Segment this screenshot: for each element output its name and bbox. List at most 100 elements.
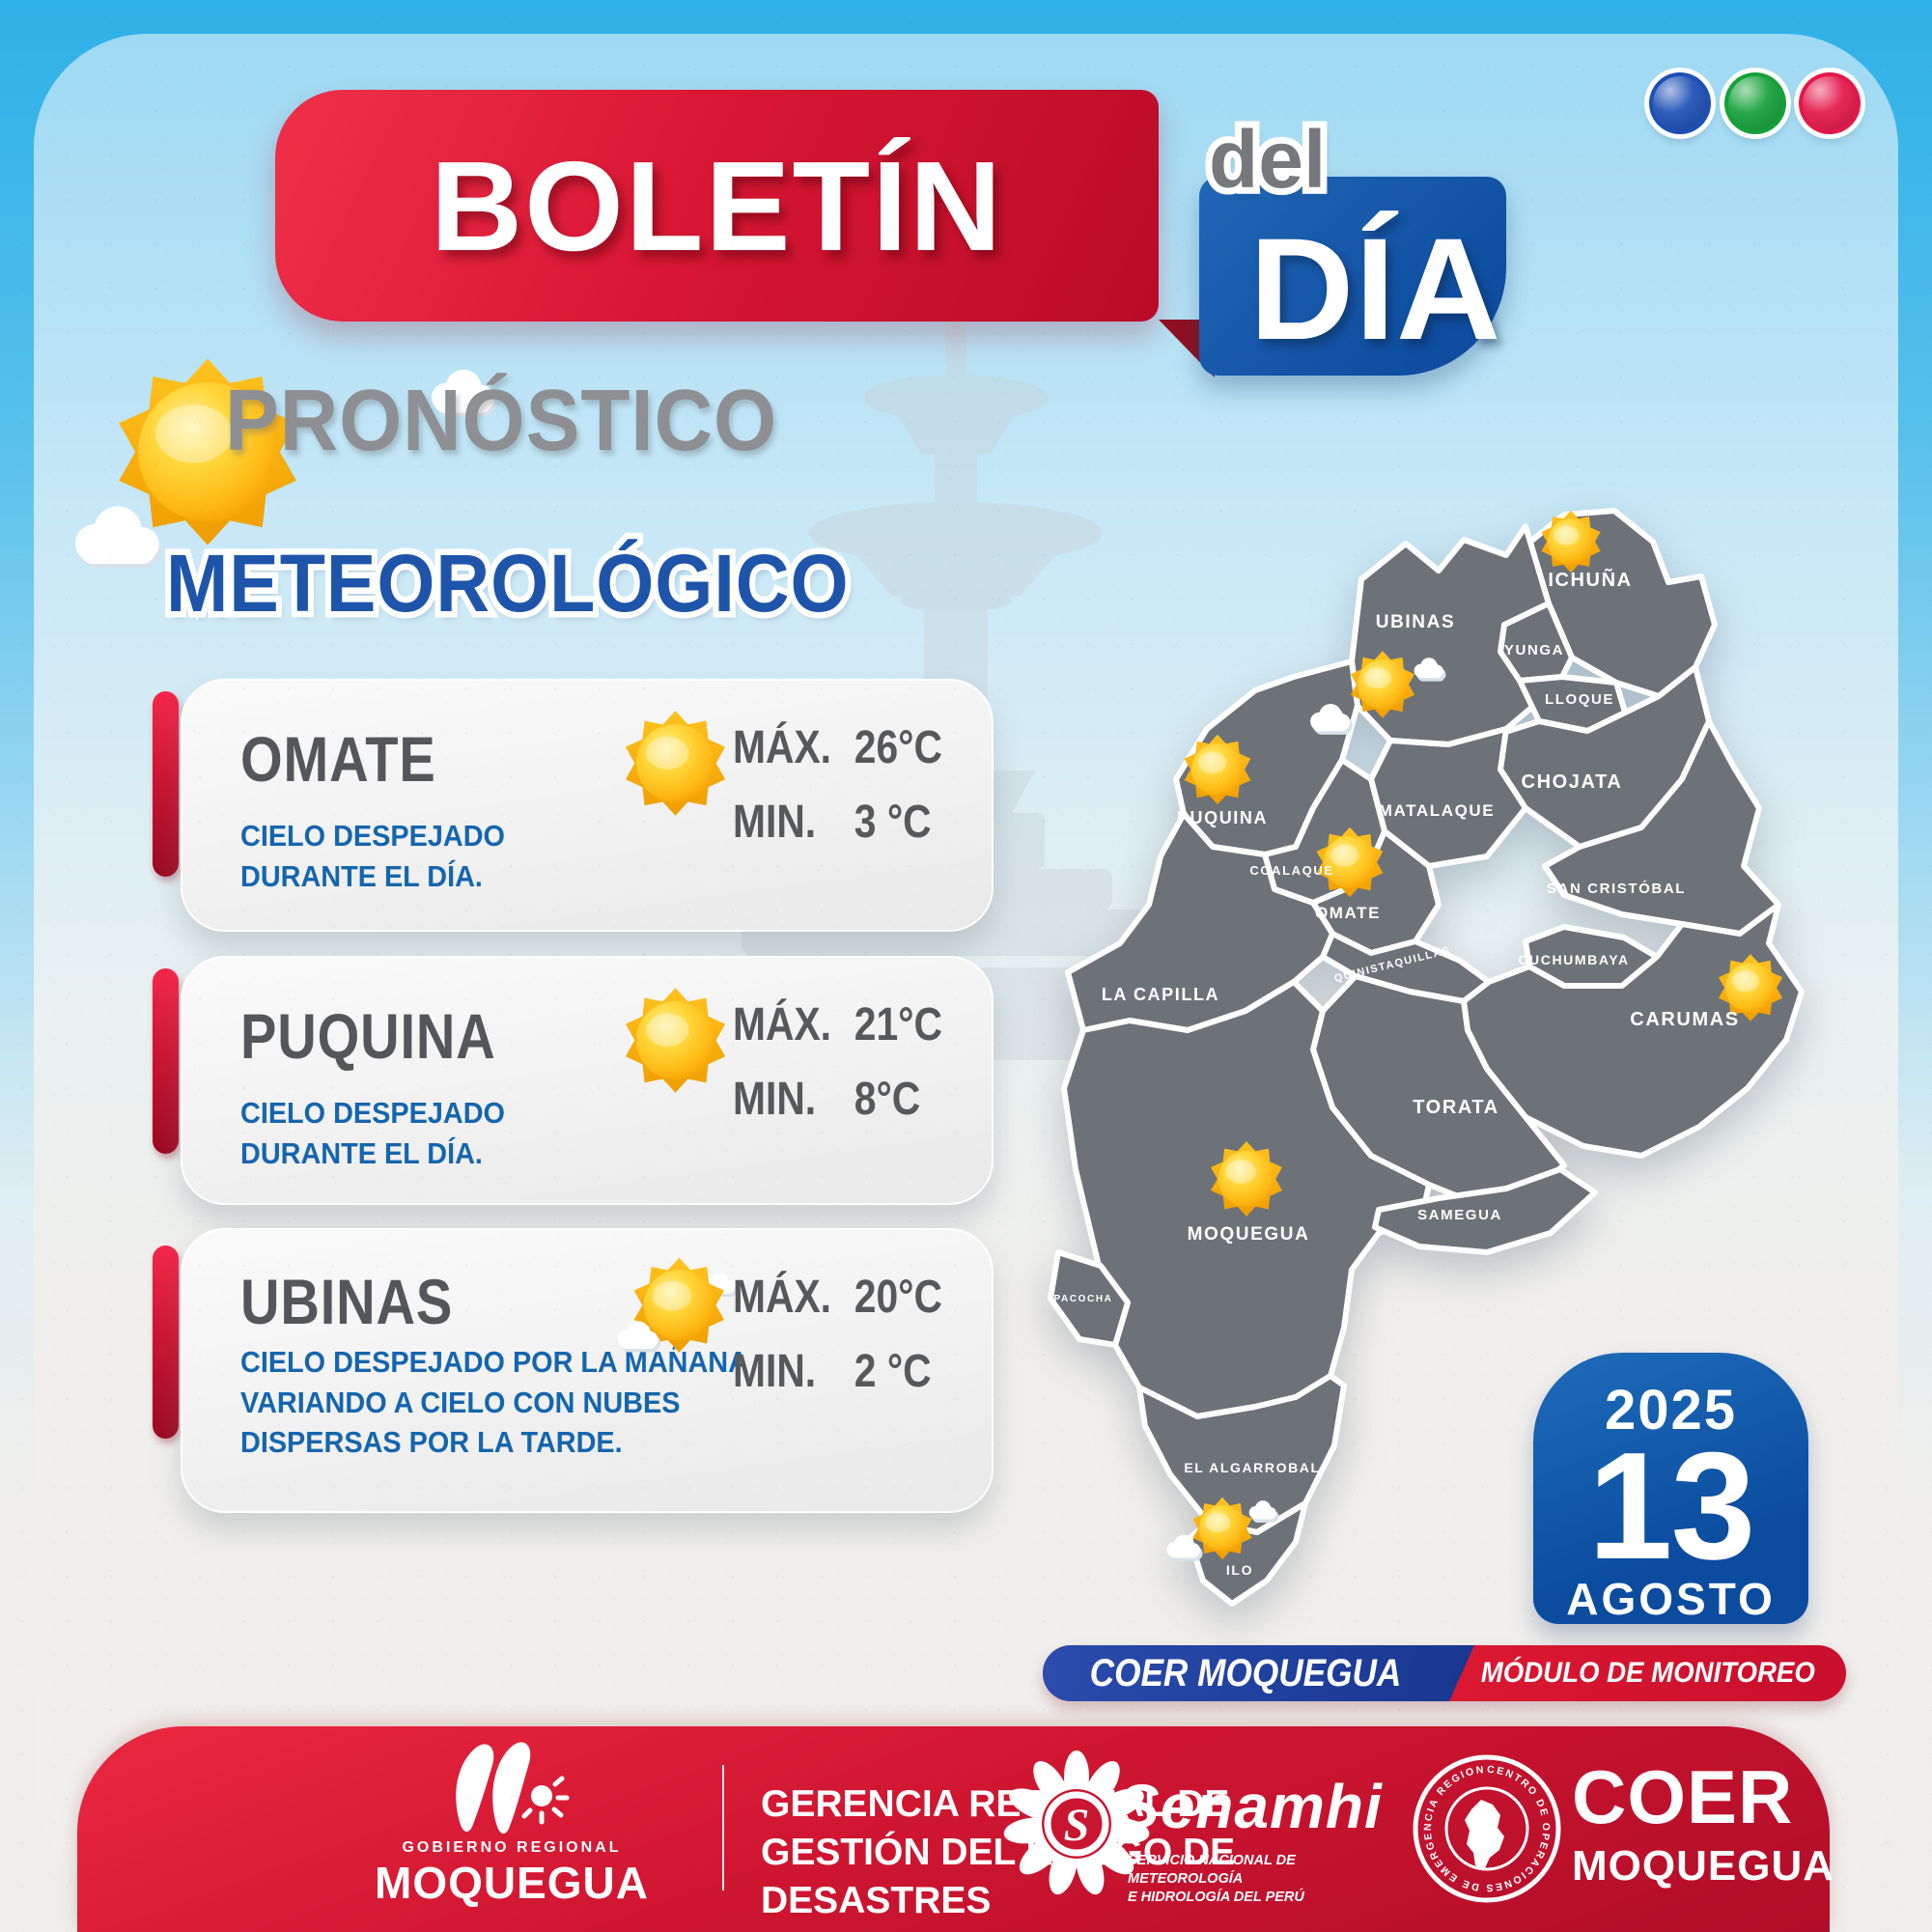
district-san-cristobal	[1542, 718, 1781, 937]
forecast-card-omate: OMATE CIELO DESPEJADO DURANTE EL DÍA. MÁ…	[181, 679, 994, 932]
date-day: 13	[1587, 1421, 1756, 1591]
moquegua-region-map: ICHUÑA UBINAS YUNGA LLOQUE CHOJATA MATALAQUE P…	[1048, 508, 1805, 1607]
card-description: CIELO DESPEJADO POR LA MAÑANA VARIANDO A…	[240, 1345, 747, 1460]
min-value: 8°C	[854, 1074, 921, 1125]
district-label: PUQUINA	[1177, 808, 1268, 827]
cloud-icon	[1166, 1534, 1203, 1561]
sun-icon	[1718, 954, 1783, 1022]
district-label: TORATA	[1413, 1097, 1499, 1118]
footer-band: GOBIERNO REGIONAL MOQUEGUA GERENCIA REGI…	[77, 1726, 1834, 1932]
svg-text:S: S	[1064, 1800, 1090, 1851]
district-label: COALAQUE	[1249, 863, 1333, 878]
min-label: MIN.	[733, 1074, 817, 1125]
card-accent-bar	[153, 968, 179, 1154]
sun-icon	[1211, 1141, 1282, 1217]
date-badge: 2025 13 AGOSTO	[1533, 1353, 1808, 1624]
min-label: MIN.	[733, 1346, 817, 1397]
district-label: YUNGA	[1504, 642, 1564, 658]
section-sun-icon	[75, 358, 497, 568]
weather-icon	[625, 711, 726, 816]
blue-dot-icon	[1649, 72, 1711, 134]
district-carumas	[1461, 902, 1805, 1159]
max-value: 20°C	[854, 1272, 942, 1323]
ribbon-module-label: MÓDULO DE MONITOREO Y ANÁLISIS	[1480, 1657, 1815, 1689]
ribbon-blue-segment	[1043, 1645, 1474, 1701]
max-label: MÁX.	[733, 999, 831, 1050]
senamhi-flower-icon: S	[1003, 1750, 1150, 1895]
coer-name: COER	[1572, 1754, 1794, 1839]
section-title-line1: PRONÓSTICO	[225, 373, 777, 469]
bulletin-title: BOLETÍN	[430, 134, 1004, 277]
min-label: MIN.	[733, 797, 817, 848]
cloud-icon	[432, 369, 497, 416]
district-label: ILO	[1226, 1562, 1253, 1578]
section-title-line2: METEOROLÓGICO	[166, 537, 849, 630]
coer-sub: MOQUEGUA	[1572, 1842, 1834, 1890]
cloud-icon	[1414, 658, 1446, 682]
gore-top-label: GOBIERNO REGIONAL	[402, 1839, 622, 1856]
forecast-card-ubinas: UBINAS CIELO DESPEJADO POR LA MAÑANA VAR…	[181, 1228, 994, 1513]
district-label: MATALAQUE	[1379, 801, 1495, 820]
date-month: AGOSTO	[1566, 1573, 1776, 1624]
district-label: LLOQUE	[1545, 691, 1614, 708]
senamhi-logo: S Senamhi SERVICIO NACIONAL DE METEOROLO…	[1003, 1744, 1410, 1918]
district-shapes	[1048, 508, 1805, 1607]
senamhi-name: Senamhi	[1118, 1772, 1383, 1841]
card-temperatures: MÁX. 20°C MIN. 2 °C	[733, 1271, 942, 1398]
district-label: EL ALGARROBAL	[1184, 1460, 1320, 1475]
card-description: CIELO DESPEJADO DURANTE EL DÍA.	[240, 1096, 505, 1170]
card-description: CIELO DESPEJADO DURANTE EL DÍA.	[240, 819, 505, 893]
card-city: OMATE	[240, 723, 436, 795]
senamhi-tagline-1: SERVICIO NACIONAL DE METEOROLOGÍA	[1128, 1853, 1296, 1887]
district-label: UBINAS	[1376, 612, 1455, 632]
coer-seal-icon: CENTRO DE OPERACIONES DE EMERGENCIA REGI…	[1405, 1743, 1561, 1903]
map-labels-and-icons: ICHUÑA UBINAS YUNGA LLOQUE CHOJATA MATALAQUE P…	[1053, 510, 1783, 1578]
weather-icon	[617, 1257, 738, 1353]
min-value: 3 °C	[854, 797, 932, 848]
min-value: 2 °C	[854, 1346, 932, 1397]
date-year: 2025	[1604, 1379, 1738, 1442]
district-label: SAMEGUA	[1417, 1207, 1502, 1223]
sun-icon	[1316, 826, 1384, 898]
title-banner: BOLETÍN	[275, 90, 1159, 322]
district-pacocha	[1048, 1249, 1131, 1348]
forecast-card-puquina: PUQUINA CIELO DESPEJADO DURANTE EL DÍA. …	[181, 956, 994, 1205]
card-temperatures: MÁX. 21°C MIN. 8°C	[733, 998, 942, 1126]
cloud-icon	[1248, 1500, 1279, 1523]
gore-moquegua-logo: GOBIERNO REGIONAL MOQUEGUA	[338, 1740, 686, 1909]
sun-icon	[1541, 510, 1601, 574]
district-label: ICHUÑA	[1548, 569, 1632, 591]
district-label: MOQUEGUA	[1188, 1224, 1310, 1245]
coer-logo: CENTRO DE OPERACIONES DE EMERGENCIA REGI…	[1405, 1743, 1834, 1917]
card-temperatures: MÁX. 26°C MIN. 3 °C	[733, 721, 942, 849]
max-value: 26°C	[854, 722, 942, 773]
senamhi-tagline-2: E HIDROLOGÍA DEL PERÚ	[1128, 1889, 1304, 1905]
district-label: PACOCHA	[1053, 1294, 1112, 1304]
sun-icon	[1184, 734, 1251, 805]
cloud-icon	[1310, 704, 1353, 735]
district-label: CUCHUMBAYA	[1518, 952, 1629, 967]
max-label: MÁX.	[733, 1272, 831, 1323]
subtitle-box: del DÍA	[1199, 113, 1506, 376]
senamhi-tagline: SERVICIO NACIONAL DE METEOROLOGÍA E HIDR…	[1128, 1852, 1410, 1907]
gore-name-label: MOQUEGUA	[375, 1858, 649, 1908]
sun-icon	[625, 988, 726, 1093]
card-accent-bar	[153, 691, 179, 877]
district-label: OMATE	[1315, 904, 1381, 922]
district-label: LA CAPILLA	[1102, 985, 1219, 1004]
card-accent-bar	[153, 1246, 179, 1439]
sun-icon	[625, 711, 726, 816]
subtitle-dia: DÍA	[1249, 208, 1502, 370]
sun-icon	[633, 1257, 725, 1353]
source-ribbon: COER MOQUEGUA MÓDULO DE MONITOREO Y ANÁL…	[1043, 1645, 1846, 1701]
district-label: CARUMAS	[1630, 1009, 1739, 1030]
gerencia-label: GERENCIA REGIONAL DE GESTIÓN DEL RIESGO …	[761, 1783, 1236, 1921]
sun-icon	[1192, 1497, 1252, 1560]
weather-icon	[625, 988, 726, 1093]
max-label: MÁX.	[733, 722, 831, 773]
district-el-algarrobal	[1136, 1373, 1347, 1535]
district-label: SAN CRISTÓBAL	[1547, 880, 1686, 897]
card-city: PUQUINA	[240, 1000, 496, 1072]
green-dot-icon	[1724, 72, 1786, 134]
